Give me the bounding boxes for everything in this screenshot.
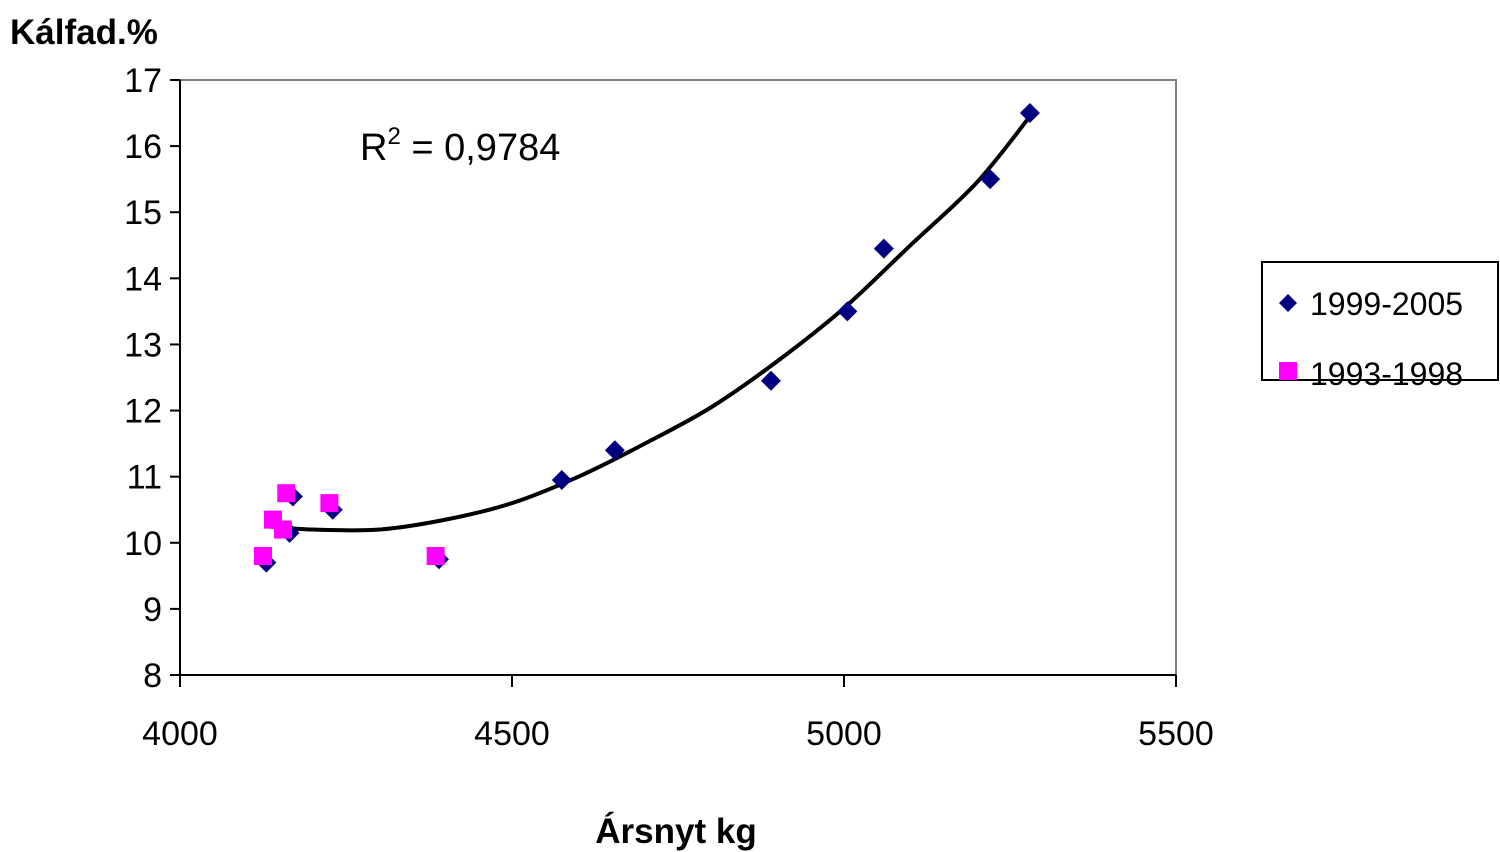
y-axis-title: Kálfad.% — [10, 13, 158, 52]
x-tick-label: 4500 — [474, 715, 550, 753]
data-point-diamond — [551, 469, 572, 490]
legend: 1999-2005 1993-1998 — [1261, 261, 1499, 392]
r-squared-annotation: R2 = 0,9784 — [360, 123, 560, 169]
y-tick-label: 17 — [124, 62, 162, 100]
y-tick-label: 11 — [127, 459, 162, 497]
legend-marker-square — [1279, 362, 1297, 380]
r-squared-sup: 2 — [387, 123, 400, 150]
y-ticks: 8 9 10 11 12 13 14 15 16 17 — [124, 62, 180, 695]
data-point-diamond — [873, 238, 894, 259]
data-point-square — [320, 494, 339, 513]
x-ticks: 4000 4500 5000 5500 — [142, 675, 1214, 753]
r-squared-base: R — [360, 127, 387, 169]
y-tick-label: 13 — [124, 326, 162, 364]
x-axis-title: Ársnyt kg — [595, 811, 756, 851]
x-tick-label: 4000 — [142, 715, 218, 753]
data-point-square — [254, 547, 272, 565]
data-point-diamond — [760, 370, 781, 391]
data-point-square — [426, 547, 445, 565]
y-tick-label: 12 — [124, 393, 162, 431]
x-tick-label: 5000 — [806, 715, 882, 753]
x-tick-label: 5500 — [1138, 715, 1214, 753]
y-tick-label: 10 — [124, 525, 162, 563]
data-markers — [254, 103, 1040, 573]
data-point-diamond — [980, 169, 1001, 190]
legend-box — [1261, 261, 1499, 381]
plot-area — [179, 79, 1177, 676]
data-point-diamond — [837, 301, 858, 322]
y-tick-label: 9 — [143, 591, 162, 629]
legend-label: 1999-2005 — [1310, 286, 1463, 322]
data-point-square — [277, 484, 296, 503]
y-tick-label: 16 — [124, 128, 162, 166]
data-point-diamond — [604, 440, 625, 461]
trendline — [264, 114, 1032, 533]
data-point-square — [273, 520, 292, 539]
legend-marker-diamond — [1279, 294, 1297, 312]
legend-label: 1993-1998 — [1310, 356, 1463, 392]
data-point-diamond — [1019, 103, 1040, 124]
y-tick-label: 14 — [124, 260, 162, 298]
y-tick-label: 8 — [143, 657, 162, 695]
r-squared-value: = 0,9784 — [401, 127, 561, 169]
y-tick-label: 15 — [124, 194, 162, 232]
